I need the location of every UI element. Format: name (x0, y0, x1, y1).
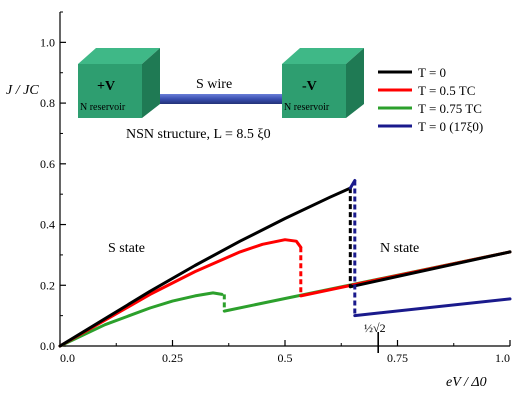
x-tick-label: 1.0 (495, 351, 510, 365)
series-1-rising-curve (58, 238, 303, 348)
x-axis-label: eV / Δ0 (446, 375, 487, 390)
s-wire (150, 94, 293, 104)
y-tick-label: 1.0 (40, 35, 55, 49)
structure-caption: NSN structure, L = 8.5 ξ0 (126, 127, 271, 142)
s-state-label: S state (108, 241, 145, 256)
sqrt-marker-label: ½√2 (364, 321, 386, 335)
x-ticks: 0.0 0.25 0.5 0.75 1.0 (59, 340, 511, 365)
y-tick-label: 0.8 (40, 96, 55, 110)
right-block-label: N reservoir (284, 102, 330, 113)
x-tick-label: 0.25 (162, 351, 183, 365)
legend-label-2: T = 0.75 TC (418, 101, 482, 116)
legend-label-1: T = 0.5 TC (418, 83, 475, 98)
legend-label-0: T = 0 (418, 65, 446, 80)
series-0-normal-branch (348, 250, 512, 289)
x-tick-label: 0.75 (387, 351, 408, 365)
nsn-inset: S wire +V N reservoir -V N reservoir NSN… (78, 48, 364, 142)
series-0-rising-curve (58, 186, 352, 348)
series-2-rising-curve (58, 291, 224, 348)
right-block-sign: -V (302, 79, 317, 94)
left-block-label: N reservoir (80, 102, 126, 113)
right-n-reservoir (282, 48, 364, 118)
y-ticks: 0.0 0.2 0.4 0.6 0.8 1.0 (40, 11, 66, 353)
y-axis-label: J / JC (6, 83, 39, 98)
y-tick-label: 0.6 (40, 157, 55, 171)
legend: T = 0 T = 0.5 TC T = 0.75 TC T = 0 (17ξ0) (378, 65, 483, 134)
left-block-sign: +V (97, 79, 115, 94)
series-layer (58, 179, 512, 348)
series-3-normal-branch (353, 297, 512, 318)
x-tick-label: 0.0 (60, 351, 75, 365)
left-n-reservoir (78, 48, 160, 118)
n-state-label: N state (380, 241, 419, 256)
x-tick-label: 0.5 (278, 351, 293, 365)
s-wire-label: S wire (196, 77, 232, 92)
y-tick-label: 0.0 (40, 339, 55, 353)
y-tick-label: 0.2 (40, 278, 55, 292)
y-tick-label: 0.4 (40, 218, 55, 232)
legend-label-3: T = 0 (17ξ0) (418, 119, 483, 134)
